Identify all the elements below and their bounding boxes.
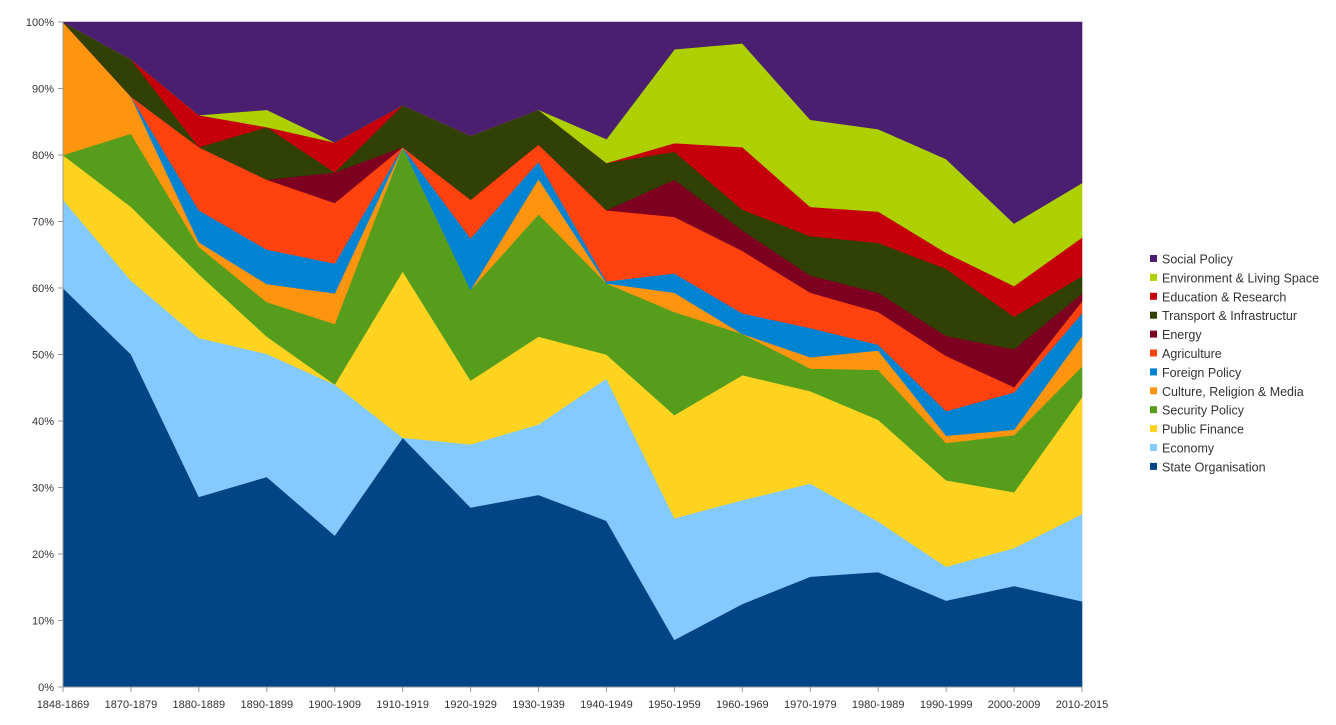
x-tick-label: 1880-1889 <box>173 699 226 711</box>
y-tick-label: 100% <box>26 17 54 29</box>
y-tick-label: 30% <box>32 483 54 495</box>
x-tick-label: 1900-1909 <box>308 699 361 711</box>
legend-label: Social Policy <box>1162 253 1234 267</box>
x-tick-label: 1920-1929 <box>444 699 497 711</box>
legend-label: Foreign Policy <box>1162 366 1242 380</box>
y-tick-label: 60% <box>32 283 54 295</box>
x-tick-label: 2010-2015 <box>1056 699 1109 711</box>
legend-label: Security Policy <box>1162 404 1245 418</box>
legend-swatch <box>1150 330 1157 338</box>
axes-group: 0% 10% 20% 30% 40% 50% 60% 70% 80% 90% 100% 1848-18… <box>26 17 1108 711</box>
y-tick-label: 90% <box>32 84 54 96</box>
x-tick-label: 1950-1959 <box>648 699 701 711</box>
legend-item: Public Finance <box>1150 423 1244 437</box>
legend-swatch <box>1150 292 1157 300</box>
legend-item: Education & Research <box>1150 290 1286 304</box>
area-social-policy <box>62 21 1083 224</box>
legend-item: Social Policy <box>1150 253 1234 267</box>
legend-label: State Organisation <box>1162 460 1266 474</box>
x-tick-label: 1940-1949 <box>580 699 633 711</box>
legend-swatch <box>1150 311 1157 319</box>
x-tick-label: 2000-2009 <box>988 699 1041 711</box>
legend-swatch <box>1150 349 1157 357</box>
legend-item: Economy <box>1150 442 1215 456</box>
y-tick-label: 0% <box>38 682 54 694</box>
x-tick-label: 1960-1969 <box>716 699 769 711</box>
legend-label: Energy <box>1162 328 1202 342</box>
legend-item: Culture, Religion & Media <box>1150 385 1304 399</box>
legend-item: Security Policy <box>1150 404 1245 418</box>
y-tick-label: 50% <box>32 350 54 362</box>
x-tick-label: 1970-1979 <box>784 699 837 711</box>
legend-label: Public Finance <box>1162 423 1244 437</box>
legend-label: Culture, Religion & Media <box>1162 385 1304 399</box>
legend-swatch <box>1150 444 1157 451</box>
legend-label: Economy <box>1162 442 1215 456</box>
legend-swatch <box>1150 462 1157 470</box>
x-tick-label: 1910-1919 <box>376 699 429 711</box>
x-tick-label: 1848-1869 <box>37 699 90 711</box>
y-tick-label: 10% <box>32 616 54 628</box>
legend-swatch <box>1150 406 1157 414</box>
y-tick-label: 20% <box>32 549 54 561</box>
legend-item: Transport & Infrastructur <box>1150 309 1297 323</box>
legend-swatch <box>1150 255 1157 262</box>
legend-item: Foreign Policy <box>1150 366 1242 380</box>
legend-label: Environment & Living Space <box>1162 271 1319 285</box>
x-tick-label: 1930-1939 <box>512 699 565 711</box>
legend-swatch <box>1150 425 1157 433</box>
legend-swatch <box>1150 387 1157 395</box>
x-tick-label: 1870-1879 <box>105 699 158 711</box>
legend-item: Environment & Living Space <box>1150 271 1319 285</box>
y-tick-label: 80% <box>32 150 54 162</box>
x-tick-label: 1990-1999 <box>920 699 973 711</box>
legend-item: State Organisation <box>1150 460 1266 474</box>
x-tick-label: 1890-1899 <box>240 699 293 711</box>
legend-item: Energy <box>1150 328 1202 342</box>
legend-label: Transport & Infrastructur <box>1162 309 1297 323</box>
y-tick-label: 70% <box>32 217 54 229</box>
legend-swatch <box>1150 273 1157 281</box>
legend-label: Agriculture <box>1162 347 1222 361</box>
area-series-group <box>62 21 1083 688</box>
legend-label: Education & Research <box>1162 290 1286 304</box>
x-tick-label: 1980-1989 <box>852 699 905 711</box>
y-tick-label: 40% <box>32 416 54 428</box>
legend: Social Policy Environment & Living Space E… <box>1150 253 1319 474</box>
legend-swatch <box>1150 368 1157 376</box>
legend-item: Agriculture <box>1150 347 1222 361</box>
